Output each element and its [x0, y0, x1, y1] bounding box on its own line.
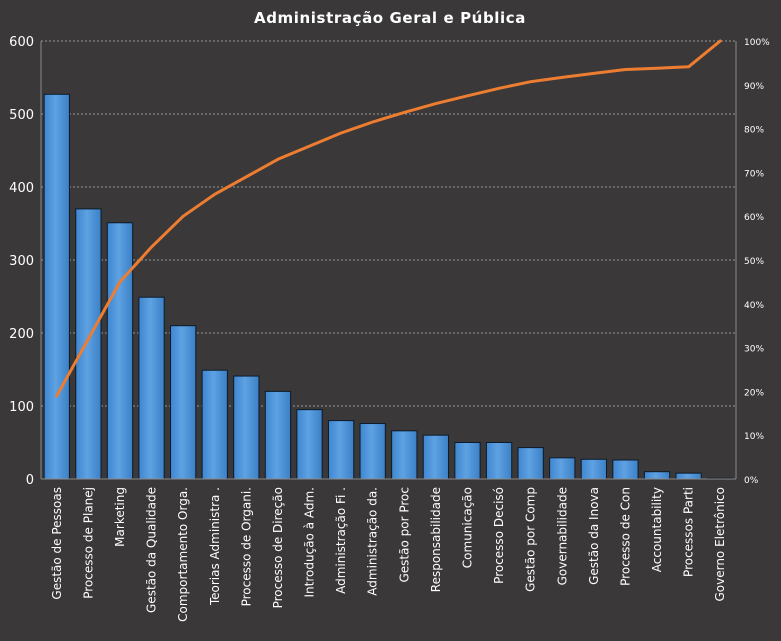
x-axis-category-label: Accountability — [650, 487, 664, 572]
y2-axis-tick-label: 10% — [744, 432, 764, 442]
x-axis-category-label: Administração Fi . — [334, 487, 348, 594]
x-axis-category-label: Gestão da Inova — [587, 487, 601, 585]
bar — [264, 390, 292, 480]
x-axis-category-label: Governabilidade — [555, 487, 569, 585]
y2-axis-tick-label: 100% — [744, 38, 770, 48]
bar-layer — [43, 93, 734, 480]
axis-layer: 0 100 200 300 400 500 600 0% 10% 20% 30% 40% 50% 60% 7… — [9, 35, 770, 488]
bar — [43, 93, 70, 480]
x-axis-category-label: Processo de Organi. — [239, 487, 253, 606]
bar — [391, 430, 418, 480]
y2-axis-tick-label: 20% — [744, 388, 764, 398]
x-axis-category-label: Processo de Con — [618, 487, 632, 586]
x-axis-category-label: Governo Eletrônico — [713, 487, 727, 602]
bar — [296, 409, 323, 480]
bar — [517, 447, 544, 480]
y2-axis-tick-label: 80% — [744, 126, 764, 136]
y-axis-tick-label: 400 — [9, 181, 34, 196]
bar — [580, 458, 607, 480]
x-axis-category-label: Responsabilidade — [429, 487, 443, 592]
y2-axis-tick-label: 0% — [744, 476, 759, 486]
bar — [612, 459, 639, 480]
x-axis-category-label: Processo de Planej — [81, 487, 95, 599]
x-axis-category-label: Processo de Direção — [271, 487, 285, 608]
x-axis-category-label: Comportamento Orga. — [176, 487, 190, 622]
x-axis-category-label: Processos Parti — [682, 487, 696, 577]
y2-axis-tick-label: 40% — [744, 301, 764, 311]
y-axis-tick-label: 500 — [9, 108, 34, 123]
cumulative-percentage-line — [55, 39, 722, 398]
category-label-layer: Gestão de Pessoas Processo de Planej Marke… — [50, 487, 727, 622]
bar — [643, 471, 671, 480]
y2-axis-tick-label: 60% — [744, 213, 764, 223]
x-axis-category-label: Gestão por Comp — [524, 487, 538, 592]
bar — [675, 472, 702, 480]
x-axis-category-label: Processo Decisó — [492, 487, 506, 584]
x-axis-category-label: Administração da. — [366, 487, 380, 596]
y-axis-tick-label: 100 — [9, 400, 34, 415]
y2-axis-tick-label: 50% — [744, 257, 764, 267]
y-axis-tick-label: 200 — [9, 327, 34, 342]
x-axis-category-label: Marketing — [113, 487, 127, 547]
y-axis-tick-label: 300 — [9, 254, 34, 269]
chart-title: Administração Geral e Pública — [254, 9, 526, 27]
x-axis-category-label: Teorias Administra . — [208, 487, 222, 606]
bar — [359, 423, 386, 480]
x-axis-category-label: Introdução à Adm. — [303, 487, 317, 597]
bar — [201, 369, 228, 480]
bar — [138, 296, 165, 480]
x-axis-category-label: Gestão de Pessoas — [50, 487, 64, 600]
bar — [454, 442, 481, 480]
pareto-line-layer — [55, 39, 722, 398]
bar — [549, 457, 576, 480]
bar — [327, 420, 355, 480]
y2-axis-tick-label: 90% — [744, 82, 764, 92]
bar — [485, 442, 513, 480]
bar — [106, 222, 134, 480]
y2-axis-tick-label: 30% — [744, 345, 764, 355]
bar — [170, 325, 197, 480]
x-axis-category-label: Comunicação — [460, 487, 474, 568]
bar — [422, 434, 450, 480]
bar — [75, 208, 102, 480]
x-axis-category-label: Gestão por Proc — [397, 487, 411, 583]
y-axis-tick-label: 0 — [26, 473, 34, 488]
x-axis-category-label: Gestão da Qualidade — [145, 487, 159, 613]
y-axis-tick-label: 600 — [9, 35, 34, 50]
bar — [233, 375, 260, 480]
y2-axis-tick-label: 70% — [744, 169, 764, 179]
